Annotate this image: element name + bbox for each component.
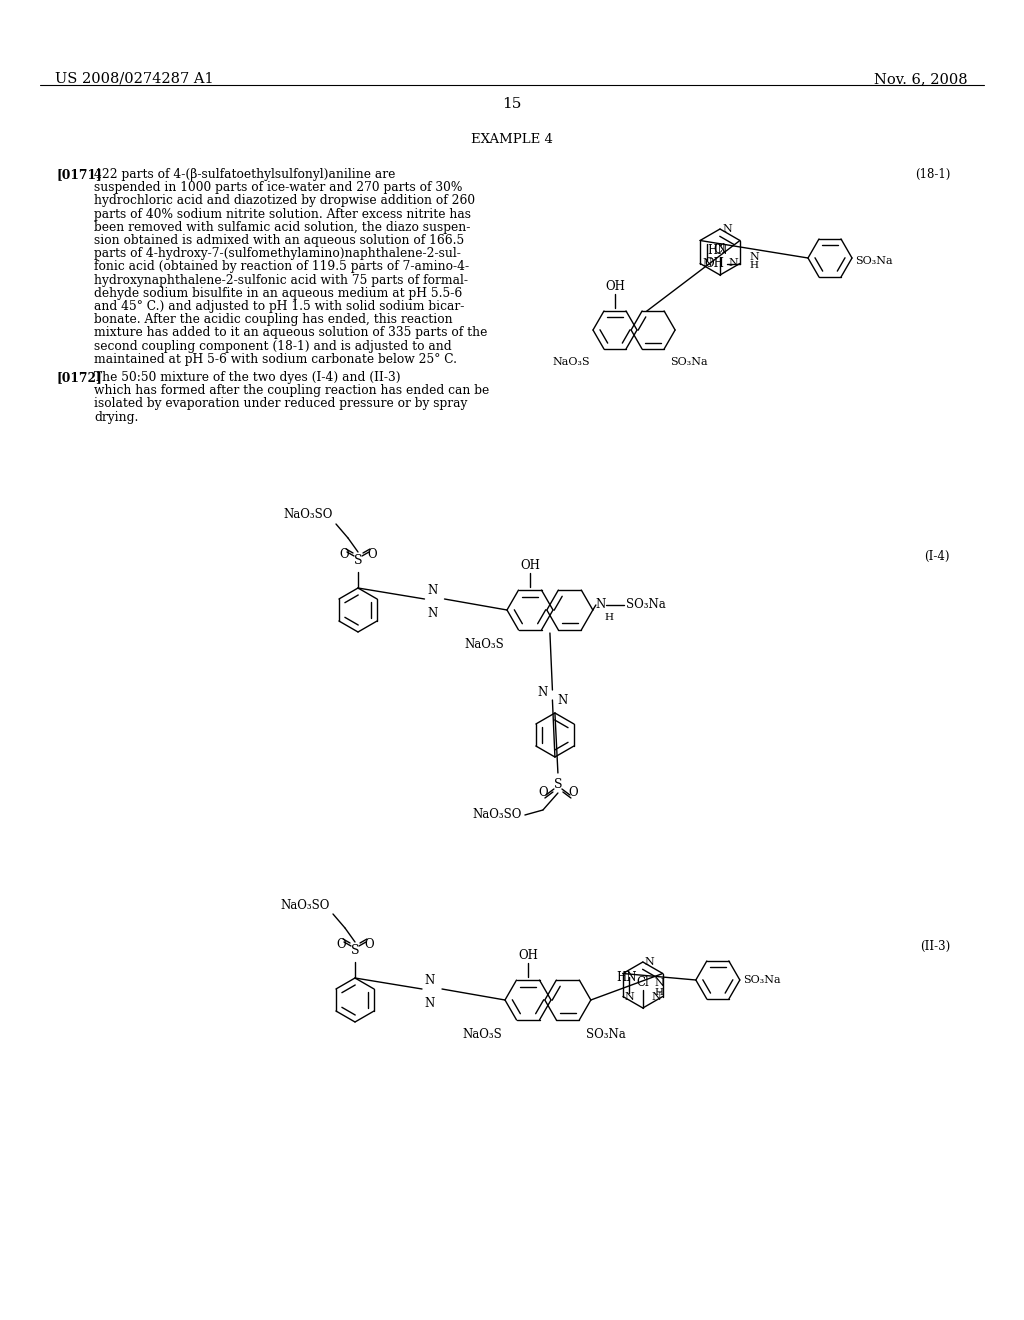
Text: HN: HN (708, 243, 728, 256)
Text: HN: HN (616, 970, 637, 983)
Text: Cl: Cl (714, 243, 726, 256)
Text: N: N (645, 957, 654, 968)
Text: [0172]: [0172] (56, 371, 101, 384)
Text: OH: OH (520, 558, 540, 572)
Text: EXAMPLE 4: EXAMPLE 4 (471, 133, 553, 147)
Text: O: O (365, 937, 374, 950)
Text: US 2008/0274287 A1: US 2008/0274287 A1 (55, 73, 214, 86)
Text: H: H (655, 987, 664, 997)
Text: N: N (625, 991, 635, 1002)
Text: NaO₃S: NaO₃S (464, 638, 504, 651)
Text: been removed with sulfamic acid solution, the diazo suspen-: been removed with sulfamic acid solution… (94, 220, 470, 234)
Text: NaO₃SO: NaO₃SO (472, 808, 522, 821)
Text: NaO₃SO: NaO₃SO (284, 508, 333, 521)
Text: N: N (596, 598, 606, 611)
Text: N: N (427, 583, 437, 597)
Text: fonic acid (obtained by reaction of 119.5 parts of 7-amino-4-: fonic acid (obtained by reaction of 119.… (94, 260, 469, 273)
Text: N: N (557, 693, 567, 706)
Text: parts of 4-hydroxy-7-(sulfomethylamino)naphthalene-2-sul-: parts of 4-hydroxy-7-(sulfomethylamino)n… (94, 247, 461, 260)
Text: and 45° C.) and adjusted to pH 1.5 with solid sodium bicar-: and 45° C.) and adjusted to pH 1.5 with … (94, 300, 464, 313)
Text: N: N (702, 259, 712, 268)
Text: NaO₃S: NaO₃S (552, 356, 590, 367)
Text: bonate. After the acidic coupling has ended, this reaction: bonate. After the acidic coupling has en… (94, 313, 453, 326)
Text: The 50:50 mixture of the two dyes (I-4) and (II-3): The 50:50 mixture of the two dyes (I-4) … (94, 371, 400, 384)
Text: hydrochloric acid and diazotized by dropwise addition of 260: hydrochloric acid and diazotized by drop… (94, 194, 475, 207)
Text: N: N (654, 978, 665, 987)
Text: Cl: Cl (637, 975, 649, 989)
Text: SO₃Na: SO₃Na (670, 356, 708, 367)
Text: 15: 15 (503, 96, 521, 111)
Text: [0171]: [0171] (56, 168, 101, 181)
Text: N: N (538, 685, 548, 698)
Text: H: H (605, 612, 613, 622)
Text: SO₃Na: SO₃Na (855, 256, 893, 267)
Text: O: O (368, 548, 377, 561)
Text: suspended in 1000 parts of ice-water and 270 parts of 30%: suspended in 1000 parts of ice-water and… (94, 181, 463, 194)
Text: OH: OH (605, 280, 625, 293)
Text: S: S (353, 553, 362, 566)
Text: N: N (425, 997, 435, 1010)
Text: OH: OH (705, 257, 724, 271)
Text: parts of 40% sodium nitrite solution. After excess nitrite has: parts of 40% sodium nitrite solution. Af… (94, 207, 471, 220)
Text: hydroxynaphthalene-2-sulfonic acid with 75 parts of formal-: hydroxynaphthalene-2-sulfonic acid with … (94, 273, 468, 286)
Text: sion obtained is admixed with an aqueous solution of 166.5: sion obtained is admixed with an aqueous… (94, 234, 464, 247)
Text: (I-4): (I-4) (925, 550, 950, 564)
Text: drying.: drying. (94, 411, 138, 424)
Text: O: O (568, 787, 578, 800)
Text: (18-1): (18-1) (914, 168, 950, 181)
Text: OH: OH (518, 949, 538, 962)
Text: N: N (728, 259, 738, 268)
Text: N: N (425, 974, 435, 987)
Text: maintained at pH 5-6 with sodium carbonate below 25° C.: maintained at pH 5-6 with sodium carbona… (94, 352, 457, 366)
Text: N: N (651, 991, 660, 1002)
Text: mixture has added to it an aqueous solution of 335 parts of the: mixture has added to it an aqueous solut… (94, 326, 487, 339)
Text: N: N (750, 252, 759, 263)
Text: S: S (351, 944, 359, 957)
Text: N: N (722, 224, 732, 234)
Text: H: H (750, 261, 759, 271)
Text: dehyde sodium bisulfite in an aqueous medium at pH 5.5-6: dehyde sodium bisulfite in an aqueous me… (94, 286, 462, 300)
Text: Nov. 6, 2008: Nov. 6, 2008 (874, 73, 968, 86)
Text: SO₃Na: SO₃Na (626, 598, 666, 611)
Text: isolated by evaporation under reduced pressure or by spray: isolated by evaporation under reduced pr… (94, 397, 467, 411)
Text: second coupling component (18-1) and is adjusted to and: second coupling component (18-1) and is … (94, 339, 452, 352)
Text: 422 parts of 4-(β-sulfatoethylsulfonyl)aniline are: 422 parts of 4-(β-sulfatoethylsulfonyl)a… (94, 168, 395, 181)
Text: O: O (538, 787, 548, 800)
Text: which has formed after the coupling reaction has ended can be: which has formed after the coupling reac… (94, 384, 489, 397)
Text: (II-3): (II-3) (920, 940, 950, 953)
Text: SO₃Na: SO₃Na (586, 1028, 626, 1041)
Text: SO₃Na: SO₃Na (742, 975, 780, 985)
Text: S: S (554, 779, 562, 792)
Text: O: O (339, 548, 349, 561)
Text: N: N (427, 607, 437, 620)
Text: NaO₃SO: NaO₃SO (281, 899, 330, 912)
Text: O: O (336, 937, 346, 950)
Text: NaO₃S: NaO₃S (462, 1028, 502, 1041)
